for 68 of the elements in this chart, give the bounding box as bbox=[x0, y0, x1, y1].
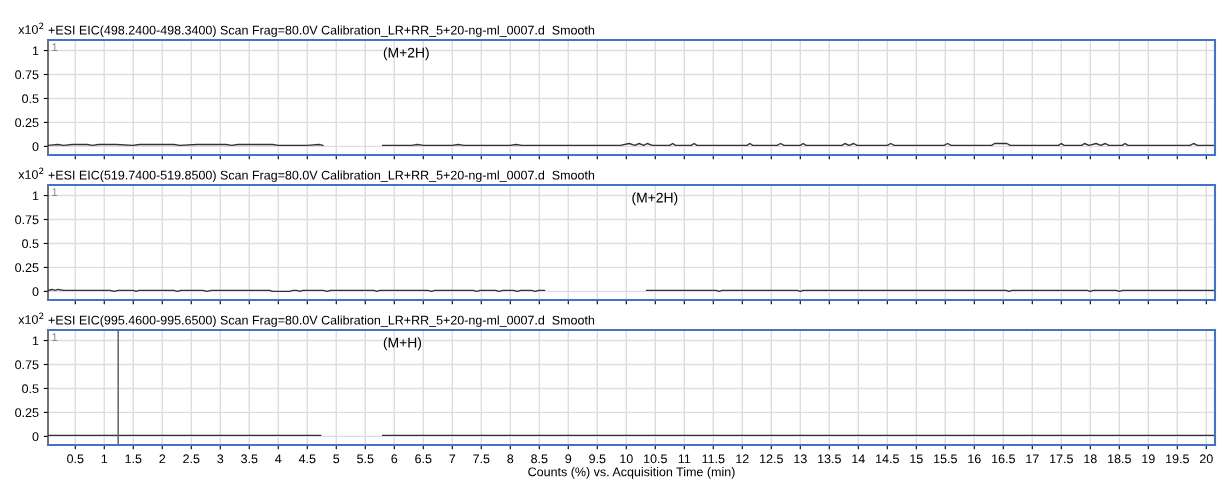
annotation: 1 bbox=[52, 43, 58, 51]
x-tick-label: 16.5 bbox=[992, 454, 1015, 464]
x-tick-label: 11 bbox=[678, 454, 691, 464]
chart-title: +ESI EIC(995.4600-995.6500) Scan Frag=80.0V Calibration_LR+RR_5+20-ng-ml_0007.d Smooth bbox=[48, 315, 595, 328]
x-tick-label: 5.5 bbox=[357, 454, 374, 464]
x-tick-label: 9 bbox=[565, 454, 572, 464]
x-tick-label: 17.5 bbox=[1050, 454, 1073, 464]
y-tick-label: 0.25 bbox=[15, 263, 39, 273]
x-tick-label: 10.5 bbox=[644, 454, 667, 464]
x-tick-label: 18 bbox=[1084, 454, 1097, 464]
y-tick-label: 0 bbox=[32, 287, 39, 297]
chart-title: +ESI EIC(519.7400-519.8500) Scan Frag=80.0V Calibration_LR+RR_5+20-ng-ml_0007.d Smooth bbox=[48, 170, 595, 183]
y-tick-label: 0.5 bbox=[22, 384, 39, 394]
annotation: (M+2H) bbox=[632, 192, 678, 206]
y-tick-label: 0.75 bbox=[15, 215, 39, 225]
x-tick-label: 6 bbox=[391, 454, 398, 464]
x-tick-label: 19 bbox=[1142, 454, 1155, 464]
y-axis-title: x10$^{2}$ bbox=[18, 167, 44, 179]
x-tick-label: 12 bbox=[736, 454, 749, 464]
x-tick-label: 13 bbox=[794, 454, 807, 464]
y-tick-label: 0 bbox=[32, 142, 39, 152]
x-tick-label: 0.5 bbox=[67, 454, 84, 464]
x-tick-label: 16 bbox=[968, 454, 981, 464]
x-tick-label: 5 bbox=[333, 454, 340, 464]
chart-title: +ESI EIC(498.2400-498.3400) Scan Frag=80.0V Calibration_LR+RR_5+20-ng-ml_0007.d Smooth bbox=[48, 25, 595, 38]
y-tick-label: 0.75 bbox=[15, 70, 39, 80]
x-tick-label: 11.5 bbox=[702, 454, 725, 464]
x-tick-label: 17 bbox=[1026, 454, 1039, 464]
y-axis-title: x10$^{2}$ bbox=[18, 22, 44, 34]
y-tick-label: 1 bbox=[32, 191, 39, 201]
y-tick-label: 0.25 bbox=[15, 118, 39, 128]
annotation: 1 bbox=[52, 333, 58, 341]
annotation: (M+H) bbox=[383, 337, 422, 351]
x-tick-label: 14 bbox=[852, 454, 865, 464]
x-tick-label: 20 bbox=[1199, 454, 1213, 464]
x-tick-label: 2 bbox=[159, 454, 166, 464]
x-tick-label: 3 bbox=[217, 454, 224, 464]
x-tick-label: 8 bbox=[507, 454, 514, 464]
x-tick-label: 15 bbox=[910, 454, 923, 464]
x-tick-label: 15.5 bbox=[934, 454, 957, 464]
x-tick-label: 9.5 bbox=[589, 454, 606, 464]
x-tick-label: 14.5 bbox=[876, 454, 899, 464]
x-tick-label: 1 bbox=[101, 454, 108, 464]
x-tick-label: 12.5 bbox=[760, 454, 783, 464]
y-tick-label: 0 bbox=[32, 432, 39, 442]
x-tick-label: 2.5 bbox=[183, 454, 200, 464]
y-tick-label: 0.5 bbox=[22, 94, 39, 104]
x-tick-label: 19.5 bbox=[1166, 454, 1189, 464]
x-axis-title: Counts (%) vs. Acquisition Time (min) bbox=[528, 467, 735, 479]
annotation: (M+2H) bbox=[383, 47, 429, 61]
x-tick-label: 13.5 bbox=[818, 454, 841, 464]
y-tick-label: 1 bbox=[32, 46, 39, 56]
x-tick-label: 1.5 bbox=[125, 454, 142, 464]
x-tick-label: 4.5 bbox=[298, 454, 316, 464]
x-tick-label: 18.5 bbox=[1108, 454, 1131, 464]
x-tick-label: 8.5 bbox=[531, 454, 548, 464]
y-tick-label: 0.25 bbox=[15, 408, 39, 418]
y-tick-label: 0.5 bbox=[22, 239, 39, 249]
y-tick-label: 1 bbox=[32, 336, 39, 346]
y-tick-label: 0.75 bbox=[15, 360, 39, 370]
x-tick-label: 3.5 bbox=[241, 454, 258, 464]
x-tick-label: 7 bbox=[449, 454, 456, 464]
y-axis-title: x10$^{2}$ bbox=[18, 312, 44, 324]
annotation: 1 bbox=[52, 188, 58, 196]
x-tick-label: 7.5 bbox=[473, 454, 490, 464]
x-tick-label: 10 bbox=[620, 454, 633, 464]
x-tick-label: 6.5 bbox=[415, 454, 432, 464]
x-tick-label: 4 bbox=[275, 454, 282, 464]
